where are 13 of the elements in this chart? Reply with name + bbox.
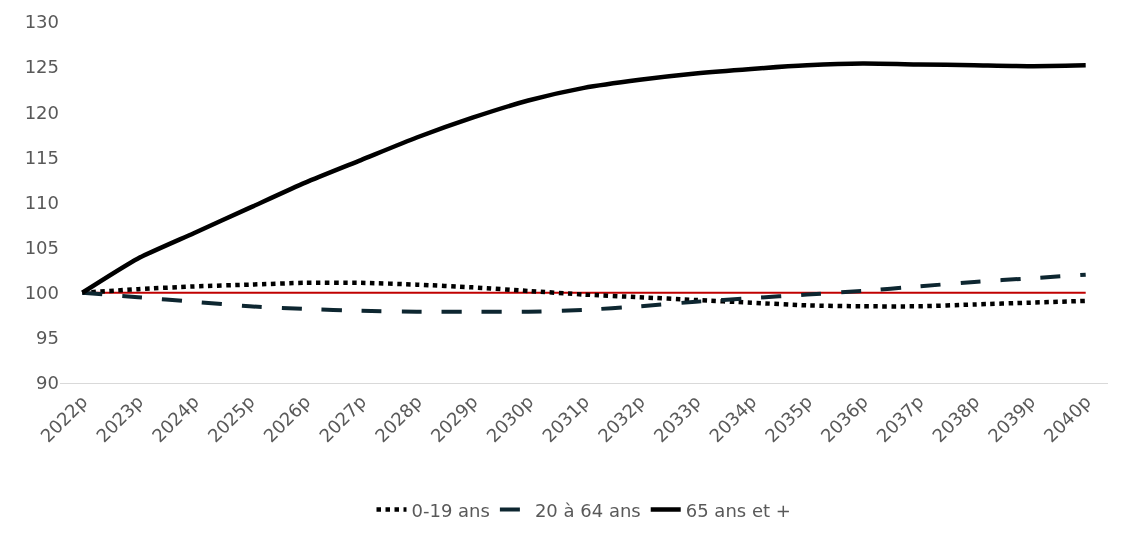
y-tick-label: 95 <box>36 327 59 349</box>
y-tick-label: 125 <box>24 56 59 78</box>
y-tick-label: 105 <box>24 236 59 258</box>
legend-label: 65 ans et + <box>685 499 791 521</box>
y-tick-label: 90 <box>36 372 59 394</box>
y-tick-label: 115 <box>24 146 59 168</box>
y-tick-label: 110 <box>24 191 59 213</box>
y-tick-label: 120 <box>24 101 59 123</box>
legend-label: 0-19 ans <box>411 499 490 521</box>
legend-label: 20 à 64 ans <box>534 499 641 521</box>
y-tick-label: 100 <box>24 282 59 304</box>
line-series <box>80 272 1088 314</box>
y-tick-label: 130 <box>24 11 59 33</box>
